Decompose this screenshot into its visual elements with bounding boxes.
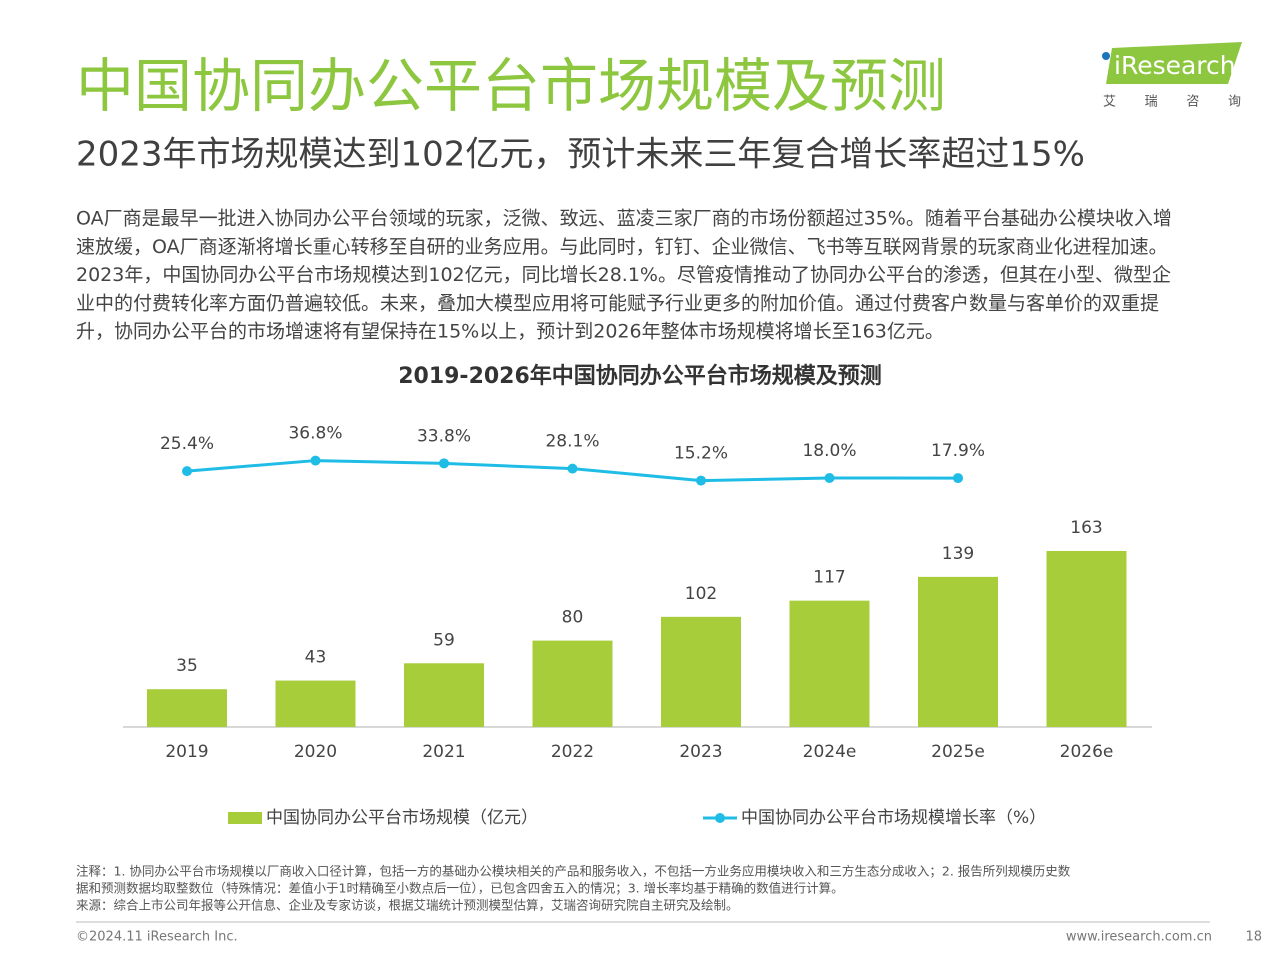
bar [275, 680, 356, 727]
bar [1046, 550, 1127, 727]
x-tick-label: 2019 [165, 742, 208, 762]
bar [918, 576, 998, 727]
bar-label: 43 [305, 648, 327, 668]
line-label: 18.0% [802, 441, 856, 461]
x-tick-label: 2020 [294, 742, 337, 762]
legend-label: 中国协同办公平台市场规模增长率（%） [741, 808, 1046, 828]
line-point [567, 463, 578, 474]
line-label: 36.8% [288, 424, 342, 444]
x-tick-label: 2021 [422, 742, 465, 762]
bar-label: 80 [562, 608, 584, 628]
bar-label: 102 [685, 584, 717, 604]
logo-dot [1102, 52, 1110, 60]
line-label: 17.9% [931, 441, 985, 461]
bar-label: 117 [813, 568, 845, 588]
body-text: OA厂商是最早一批进入协同办公平台领域的玩家，泛微、致远、蓝凌三家厂商的市场份额… [76, 208, 1172, 230]
line-label: 15.2% [674, 444, 728, 464]
title: 中国协同办公平台市场规模及预测 [76, 52, 946, 120]
x-tick-label: 2026e [1060, 742, 1114, 762]
url: www.iresearch.com.cn [1066, 930, 1212, 945]
bar-label: 163 [1070, 518, 1102, 538]
copyright: ©2024.11 iResearch Inc. [76, 930, 238, 945]
logo-sub: 艾 瑞 咨 询 [1103, 95, 1241, 110]
body-text: 升，协同办公平台的市场增速将有望保持在15%以上，预计到2026年整体市场规模将… [76, 321, 944, 343]
line-point [439, 458, 449, 469]
legend-dot [715, 813, 725, 823]
line-label: 28.1% [545, 432, 599, 452]
bar-label: 59 [433, 630, 455, 650]
subtitle: 2023年市场规模达到102亿元，预计未来三年复合增长率超过15% [76, 135, 1085, 175]
line-point [696, 475, 706, 486]
note: 来源：综合上市公司年报等公开信息、企业及专家访谈，根据艾瑞统计预测模型估算，艾瑞… [76, 898, 739, 913]
page-number: 18 [1245, 930, 1262, 945]
x-tick-label: 2024e [803, 742, 857, 762]
note: 注释：1. 协同办公平台市场规模以厂商收入口径计算，包括一方的基础办公模块相关的… [76, 864, 1071, 879]
body-text: 业中的付费转化率方面仍普遍较低。未来，叠加大模型应用将可能赋予行业更多的附加价值… [76, 292, 1159, 314]
bar [661, 616, 741, 727]
bar [147, 689, 227, 727]
logo-shape [1106, 42, 1242, 84]
note: 据和预测数据均取整数位（特殊情况：差值小于1时精确至小数点后一位），已包含四舍五… [76, 881, 844, 896]
bar [789, 600, 870, 727]
chart-title: 2019-2026年中国协同办公平台市场规模及预测 [398, 363, 882, 389]
bar [404, 663, 484, 727]
line-point [824, 472, 835, 483]
line-point [953, 473, 963, 484]
body-text: 速放缓，OA厂商逐渐将增长重心转移至自研的业务应用。与此同时，钉钉、企业微信、飞… [76, 236, 1168, 258]
logo: iResearch [1114, 51, 1236, 80]
line-point [310, 455, 321, 466]
body-text: 2023年，中国协同办公平台市场规模达到102亿元，同比增长28.1%。尽管疫情… [76, 264, 1171, 286]
x-tick-label: 2022 [551, 742, 594, 762]
bar-label: 35 [176, 656, 198, 676]
line-point [182, 466, 192, 477]
line-label: 25.4% [160, 434, 214, 454]
bar-label: 139 [942, 544, 974, 564]
legend-label: 中国协同办公平台市场规模（亿元） [266, 808, 538, 828]
line-label: 33.8% [417, 426, 471, 446]
x-tick-label: 2023 [679, 742, 722, 762]
x-tick-label: 2025e [931, 742, 985, 762]
legend-swatch [228, 812, 262, 824]
bar [532, 640, 613, 727]
